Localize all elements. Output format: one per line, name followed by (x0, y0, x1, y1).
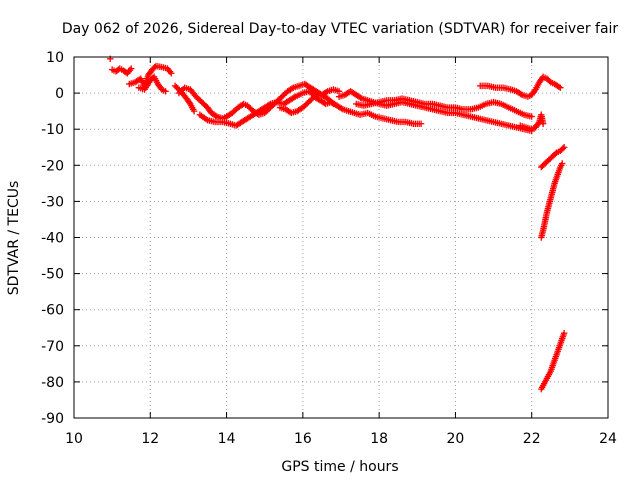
data-point (290, 94, 297, 101)
y-tick-label: -10 (41, 122, 64, 138)
data-point (335, 88, 343, 95)
x-axis-label: GPS time / hours (281, 459, 398, 475)
data-point (417, 120, 425, 127)
data-point (323, 88, 330, 96)
y-tick-label: 0 (55, 86, 64, 102)
data-marks (107, 55, 568, 393)
x-tick-label: 20 (447, 431, 465, 447)
y-tick-label: -80 (41, 375, 64, 391)
axis-ticks (73, 56, 609, 419)
y-tick-label: -90 (41, 411, 64, 427)
x-tick-label: 24 (599, 431, 617, 447)
data-point (528, 113, 535, 120)
x-tick-label: 18 (370, 431, 388, 447)
data-point (560, 144, 568, 151)
data-point (559, 160, 566, 167)
y-tick-label: -50 (41, 267, 64, 283)
chart-title: Day 062 of 2026, Sidereal Day-to-day VTE… (62, 21, 619, 37)
data-point (559, 145, 567, 152)
y-tick-label: 10 (46, 50, 64, 66)
y-axis-label: SDTVAR / TECUs (6, 181, 22, 296)
y-tick-label: -30 (41, 194, 64, 210)
data-point (555, 83, 563, 90)
x-tick-label: 22 (523, 431, 541, 447)
y-tick-label: -20 (41, 158, 64, 174)
data-point (212, 112, 219, 119)
data-point (168, 70, 175, 77)
data-point (128, 65, 135, 72)
data-point (190, 107, 198, 115)
x-tick-label: 16 (294, 431, 312, 447)
data-point (265, 101, 273, 109)
x-tick-label: 10 (65, 431, 83, 447)
data-point (338, 105, 345, 112)
y-tick-label: -60 (41, 303, 64, 319)
x-tick-label: 12 (141, 431, 159, 447)
data-point (539, 120, 547, 127)
x-tick-label: 14 (218, 431, 236, 447)
data-point (162, 88, 169, 95)
data-point (288, 85, 296, 92)
data-point (560, 329, 568, 337)
y-tick-label: -40 (41, 231, 64, 247)
y-tick-label: -70 (41, 339, 64, 355)
tick-labels: 10 12 14 16 18 20 22 24 10 0 -10 -20 -30 -40 -50 -60 -70… (41, 50, 617, 447)
data-point (557, 84, 564, 91)
data-point (357, 94, 364, 101)
data-point (517, 90, 524, 98)
